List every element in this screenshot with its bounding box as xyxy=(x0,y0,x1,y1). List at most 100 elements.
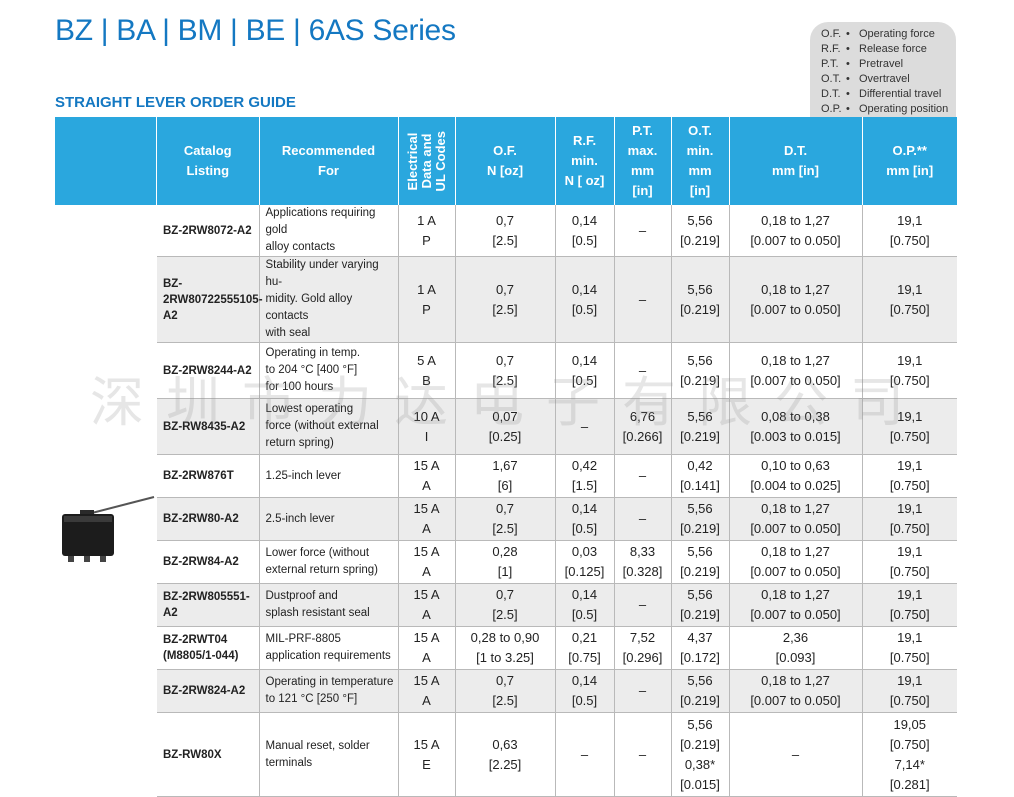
rf-cell: – xyxy=(554,712,614,797)
col-header-dt: D.T. mm [in] xyxy=(728,117,862,205)
catalog-cell: BZ-2RW84-A2 xyxy=(157,540,259,584)
of-cell: 0,07 [0.25] xyxy=(454,398,555,455)
electrical-cell: 15 A A xyxy=(397,540,455,584)
rf-cell: – xyxy=(554,398,614,455)
of-cell: 1,67 [6] xyxy=(454,454,555,498)
of-cell: 0,7 [2.5] xyxy=(454,497,555,541)
table-row: BZ-2RW876T 1.25-inch lever 15 A A 1,67 [… xyxy=(157,454,957,498)
op-cell: 19,1 [0.750] xyxy=(861,398,957,455)
col-header-electrical: Electrical Data and UL Codes xyxy=(397,117,455,205)
ot-cell: 5,56 [0.219] 0,38* [0.015] xyxy=(670,712,729,797)
table-row: BZ-2RWT04 (M8805/1-044) MIL-PRF-8805 app… xyxy=(157,626,957,670)
legend-row: P.T. • Pretravel xyxy=(821,58,904,70)
electrical-cell: 15 A A xyxy=(397,497,455,541)
ot-cell: 5,56 [0.219] xyxy=(670,540,729,584)
col-header-recommended: Recommended For xyxy=(258,117,398,205)
pt-cell: 6,76 [0.266] xyxy=(613,398,671,455)
catalog-cell: BZ-2RW805551- A2 xyxy=(157,583,259,627)
legend-row: R.F. • Release force xyxy=(821,43,927,55)
recommended-cell: Applications requiring gold alloy contac… xyxy=(258,205,398,257)
op-cell: 19,1 [0.750] xyxy=(861,256,957,343)
op-cell: 19,1 [0.750] xyxy=(861,497,957,541)
recommended-cell: Operating in temperature to 121 °C [250 … xyxy=(258,669,398,713)
rf-cell: 0,14 [0.5] xyxy=(554,583,614,627)
catalog-cell: BZ-2RWT04 (M8805/1-044) xyxy=(157,626,259,670)
electrical-cell: 1 A P xyxy=(397,205,455,257)
col-header-pt: P.T. max. mm [in] xyxy=(613,117,671,205)
electrical-cell: 15 A A xyxy=(397,454,455,498)
pt-cell: 7,52 [0.296] xyxy=(613,626,671,670)
ot-cell: 5,56 [0.219] xyxy=(670,342,729,399)
ot-cell: 5,56 [0.219] xyxy=(670,398,729,455)
catalog-cell: BZ-2RW876T xyxy=(157,454,259,498)
catalog-cell: BZ-2RW80-A2 xyxy=(157,497,259,541)
recommended-cell: 2.5-inch lever xyxy=(258,497,398,541)
recommended-cell: 1.25-inch lever xyxy=(258,454,398,498)
dt-cell: 0,08 to 0,38 [0.003 to 0.015] xyxy=(728,398,862,455)
pt-cell: – xyxy=(613,205,671,257)
header-band-left xyxy=(55,117,156,205)
op-cell: 19,1 [0.750] xyxy=(861,540,957,584)
ot-cell: 5,56 [0.219] xyxy=(670,497,729,541)
legend-row: D.T. • Differential travel xyxy=(821,88,942,100)
rf-cell: 0,14 [0.5] xyxy=(554,205,614,257)
catalog-cell: BZ-RW8435-A2 xyxy=(157,398,259,455)
table-row: BZ-2RW8072-A2 Applications requiring gol… xyxy=(157,205,957,257)
legend-row: O.F. • Operating force xyxy=(821,28,935,40)
electrical-cell: 15 A E xyxy=(397,712,455,797)
series-title: BZ | BA | BM | BE | 6AS Series xyxy=(55,14,456,47)
op-cell: 19,05 [0.750] 7,14* [0.281] xyxy=(861,712,957,797)
rf-cell: 0,14 [0.5] xyxy=(554,256,614,343)
catalog-cell: BZ-2RW824-A2 xyxy=(157,669,259,713)
pt-cell: – xyxy=(613,583,671,627)
dt-cell: 0,18 to 1,27 [0.007 to 0.050] xyxy=(728,583,862,627)
dt-cell: 0,18 to 1,27 [0.007 to 0.050] xyxy=(728,497,862,541)
table-header-row: Catalog Listing Recommended For Electric… xyxy=(157,117,957,205)
table-row: BZ-RW8435-A2 Lowest operating force (wit… xyxy=(157,398,957,455)
ot-cell: 5,56 [0.219] xyxy=(670,256,729,343)
table-row: BZ-2RW8244-A2 Operating in temp. to 204 … xyxy=(157,342,957,399)
dt-cell: 0,18 to 1,27 [0.007 to 0.050] xyxy=(728,342,862,399)
recommended-cell: Lowest operating force (without external… xyxy=(258,398,398,455)
col-header-of: O.F. N [oz] xyxy=(454,117,555,205)
col-header-op: O.P.** mm [in] xyxy=(861,117,957,205)
catalog-cell: BZ-2RW8244-A2 xyxy=(157,342,259,399)
of-cell: 0,7 [2.5] xyxy=(454,669,555,713)
of-cell: 0,7 [2.5] xyxy=(454,256,555,343)
electrical-cell: 1 A P xyxy=(397,256,455,343)
op-cell: 19,1 [0.750] xyxy=(861,626,957,670)
rf-cell: 0,14 [0.5] xyxy=(554,342,614,399)
catalog-cell: BZ-RW80X xyxy=(157,712,259,797)
ot-cell: 5,56 [0.219] xyxy=(670,669,729,713)
table-row: BZ- 2RW80722555105- A2 Stability under v… xyxy=(157,256,957,343)
electrical-cell: 5 A B xyxy=(397,342,455,399)
table-row: BZ-2RW84-A2 Lower force (without externa… xyxy=(157,540,957,584)
rf-cell: 0,03 [0.125] xyxy=(554,540,614,584)
rf-cell: 0,14 [0.5] xyxy=(554,497,614,541)
col-header-ot: O.T. min. mm [in] xyxy=(670,117,729,205)
table-row: BZ-2RW80-A2 2.5-inch lever 15 A A 0,7 [2… xyxy=(157,497,957,541)
pt-cell: 8,33 [0.328] xyxy=(613,540,671,584)
pt-cell: – xyxy=(613,454,671,498)
ot-cell: 5,56 [0.219] xyxy=(670,583,729,627)
legend-row: O.P. • Operating position xyxy=(821,103,949,115)
electrical-cell: 10 A I xyxy=(397,398,455,455)
of-cell: 0,28 [1] xyxy=(454,540,555,584)
dt-cell: 0,18 to 1,27 [0.007 to 0.050] xyxy=(728,669,862,713)
op-cell: 19,1 [0.750] xyxy=(861,583,957,627)
recommended-cell: Dustproof and splash resistant seal xyxy=(258,583,398,627)
op-cell: 19,1 [0.750] xyxy=(861,205,957,257)
rf-cell: 0,14 [0.5] xyxy=(554,669,614,713)
order-guide-title: STRAIGHT LEVER ORDER GUIDE xyxy=(55,94,296,111)
electrical-cell: 15 A A xyxy=(397,626,455,670)
pt-cell: – xyxy=(613,342,671,399)
pt-cell: – xyxy=(613,256,671,343)
table-row: BZ-RW80X Manual reset, solder terminals … xyxy=(157,712,957,797)
switch-product-photo xyxy=(62,496,155,562)
pt-cell: – xyxy=(613,712,671,797)
recommended-cell: MIL-PRF-8805 application requirements xyxy=(258,626,398,670)
col-header-catalog: Catalog Listing xyxy=(157,117,259,205)
abbreviation-legend: O.F. • Operating force R.F. • Release force … xyxy=(810,22,956,120)
dt-cell: 0,18 to 1,27 [0.007 to 0.050] xyxy=(728,256,862,343)
rf-cell: 0,42 [1.5] xyxy=(554,454,614,498)
